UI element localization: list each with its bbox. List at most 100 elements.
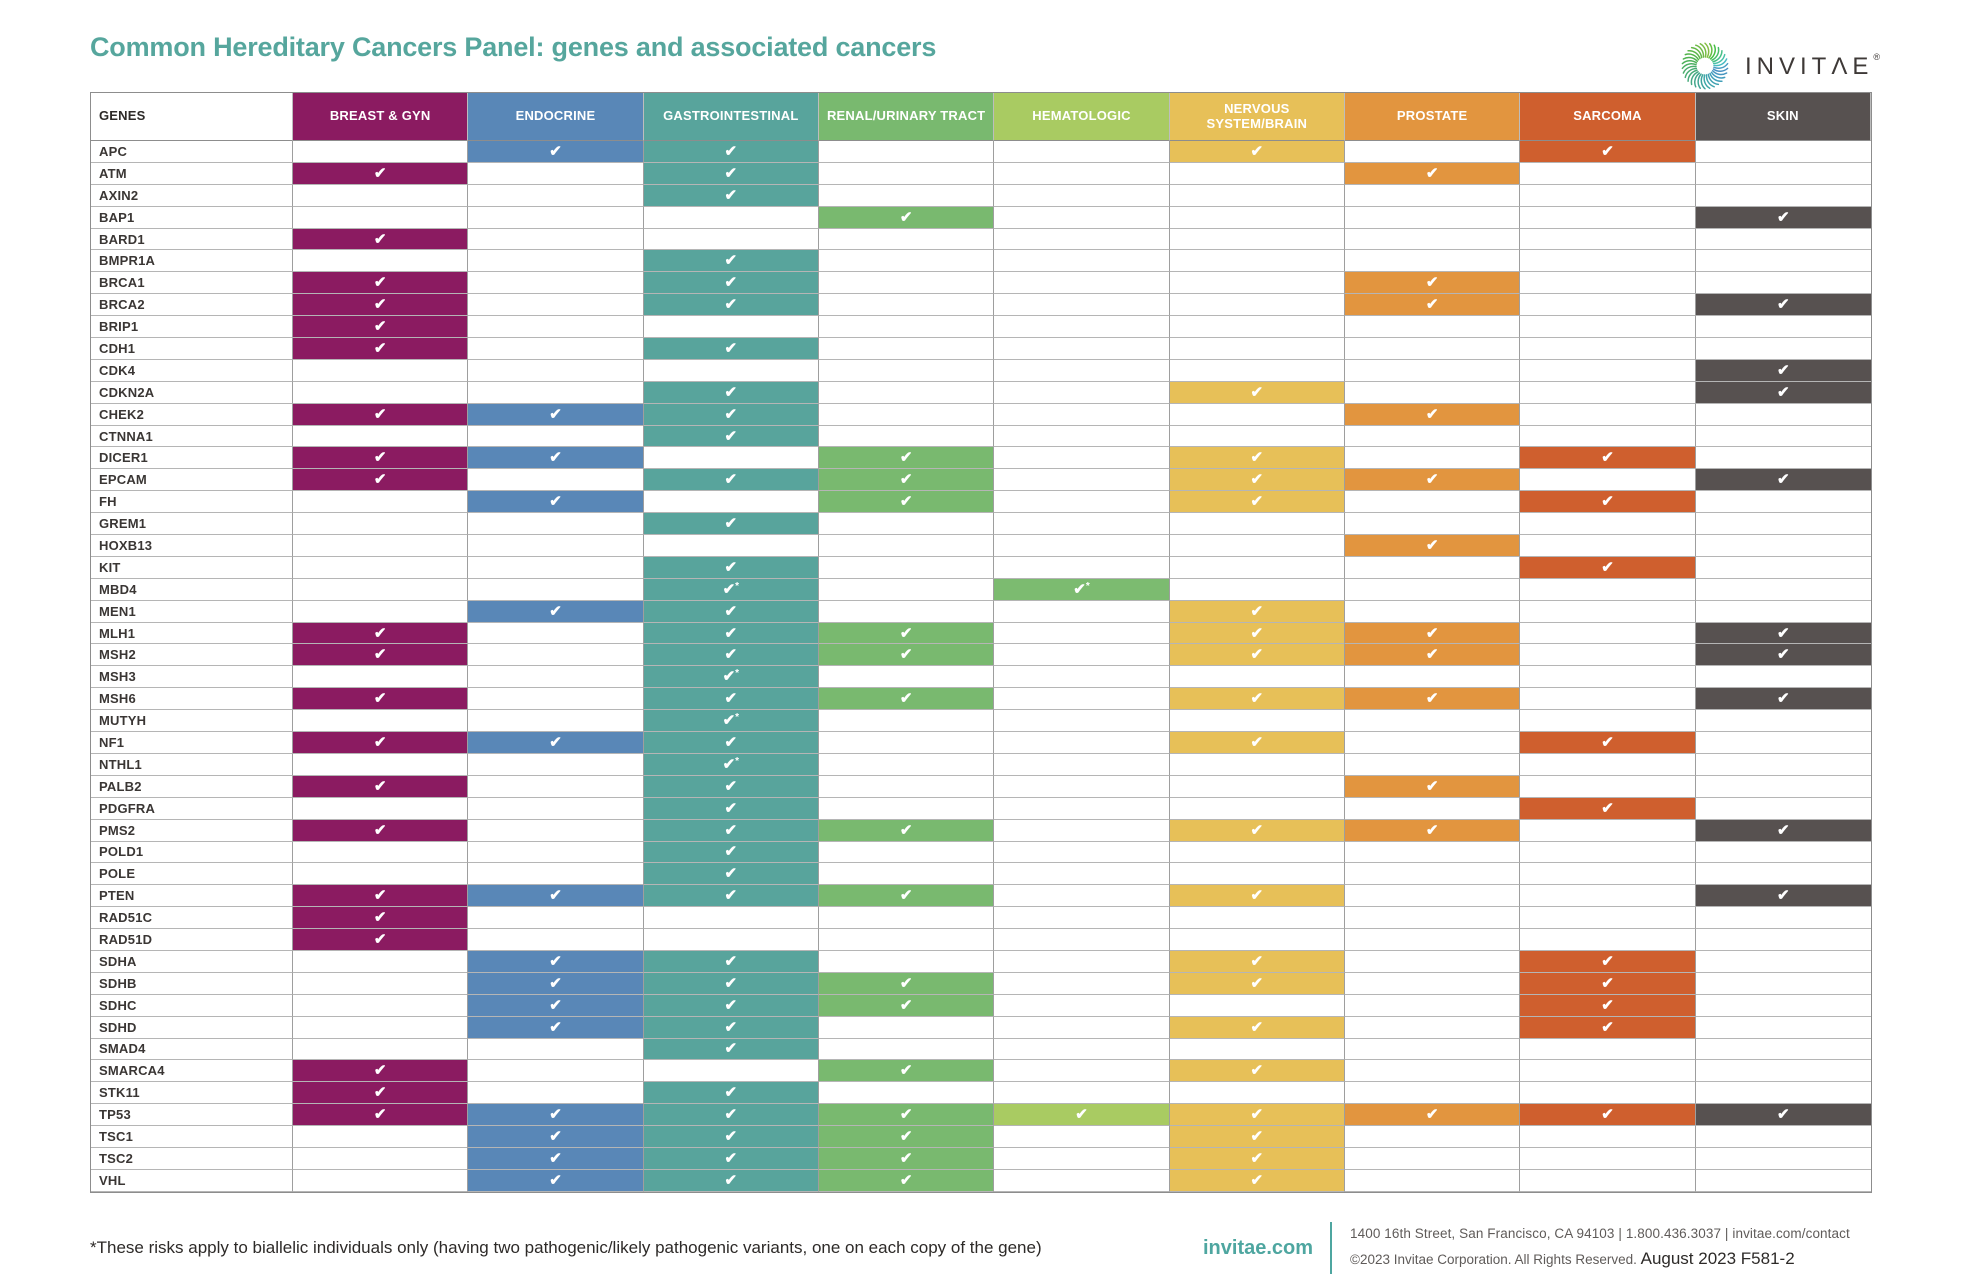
column-header-genes: GENES (91, 93, 293, 141)
empty-cell-nervous-brain (1169, 338, 1345, 360)
check-icon: ✔ (1777, 383, 1790, 401)
gene-cell: FH (91, 491, 293, 514)
empty-cell-endocrine (468, 753, 644, 776)
check-icon: ✔ (724, 339, 738, 357)
empty-cell-sarcoma (1520, 622, 1696, 645)
empty-cell-renal-urinary (818, 1016, 995, 1039)
empty-cell-sarcoma (1520, 294, 1696, 317)
empty-cell-hematologic (994, 841, 1170, 864)
check-icon: ✔ (1425, 777, 1439, 795)
empty-cell-renal-urinary (818, 1038, 995, 1061)
check-cell-gastrointestinal: ✔ (643, 950, 819, 973)
empty-cell-renal-urinary (818, 141, 995, 163)
empty-cell-hematologic (994, 162, 1170, 185)
empty-cell-sarcoma (1520, 775, 1696, 798)
empty-cell-prostate (1344, 250, 1521, 273)
check-icon: ✔ (1601, 142, 1614, 160)
empty-cell-nervous-brain (1169, 753, 1345, 776)
empty-cell-skin (1695, 1148, 1871, 1170)
empty-cell-renal-urinary (818, 841, 995, 864)
empty-cell-breast-gyn (293, 535, 469, 557)
check-cell-nervous-brain: ✔ (1169, 644, 1345, 667)
check-icon: ✔ (1250, 383, 1264, 401)
empty-cell-sarcoma (1520, 403, 1696, 426)
check-cell-gastrointestinal: ✔ (643, 797, 819, 820)
empty-cell-hematologic (994, 929, 1170, 951)
check-icon: ✔ (1777, 624, 1790, 642)
check-icon: ✔ (724, 296, 738, 314)
empty-cell-skin (1695, 316, 1871, 339)
empty-cell-nervous-brain (1169, 513, 1345, 536)
check-icon: ✔ (549, 952, 562, 970)
empty-cell-endocrine (468, 250, 644, 273)
empty-cell-hematologic (994, 885, 1170, 908)
empty-cell-sarcoma (1520, 425, 1696, 448)
empty-cell-nervous-brain (1169, 228, 1345, 251)
gene-cell: MSH2 (91, 644, 293, 667)
check-cell-gastrointestinal: ✔ (643, 841, 819, 864)
check-icon: ✔ (724, 405, 738, 423)
empty-cell-endocrine (468, 797, 644, 820)
check-cell-sarcoma: ✔ (1520, 491, 1696, 514)
empty-cell-nervous-brain (1169, 425, 1345, 448)
check-icon: ✔ (549, 1128, 562, 1146)
genes-cancers-table: GENES BREAST & GYN ENDOCRINE GASTROINTESTIN… (90, 92, 1872, 1193)
check-cell-renal-urinary: ✔ (818, 622, 995, 645)
empty-cell-nervous-brain (1169, 556, 1345, 579)
check-cell-skin: ✔ (1695, 294, 1871, 317)
check-icon: ✔ (1777, 690, 1790, 708)
check-icon: ✔ (1777, 471, 1790, 489)
check-icon: ✔ (373, 296, 387, 314)
empty-cell-hematologic (994, 491, 1170, 514)
check-icon: ✔ (1425, 646, 1439, 664)
empty-cell-renal-urinary (818, 600, 995, 623)
check-icon: ✔ (724, 777, 738, 795)
empty-cell-breast-gyn (293, 1169, 469, 1192)
check-cell-prostate: ✔ (1344, 819, 1521, 842)
empty-cell-skin (1695, 1082, 1871, 1105)
empty-cell-hematologic (994, 863, 1170, 886)
empty-cell-hematologic (994, 1169, 1170, 1192)
check-cell-nervous-brain: ✔ (1169, 688, 1345, 711)
empty-cell-skin (1695, 754, 1871, 776)
check-icon: ✔ (373, 318, 387, 336)
check-cell-gastrointestinal: ✔* (643, 666, 819, 689)
empty-cell-prostate (1344, 1060, 1521, 1083)
empty-cell-breast-gyn (293, 797, 469, 820)
check-cell-renal-urinary: ✔ (818, 688, 995, 711)
check-icon: ✔ (1601, 974, 1614, 992)
registered-mark: ® (1873, 51, 1880, 62)
gene-cell: CDKN2A (91, 381, 293, 404)
empty-cell-skin (1695, 535, 1871, 557)
empty-cell-hematologic (994, 513, 1170, 536)
brand-name: INVITΛE® (1744, 51, 1880, 80)
check-cell-breast-gyn: ✔ (293, 316, 469, 339)
empty-cell-renal-urinary (818, 753, 995, 776)
check-cell-nervous-brain: ✔ (1169, 885, 1345, 908)
check-cell-renal-urinary: ✔ (818, 1060, 995, 1083)
gene-cell: MBD4 (91, 578, 293, 601)
empty-cell-endocrine (468, 841, 644, 864)
asterisk-mark: * (735, 668, 740, 680)
check-icon: ✔ (724, 1149, 738, 1167)
check-icon: ✔ (1250, 624, 1264, 642)
check-icon: ✔ (373, 821, 387, 839)
check-cell-nervous-brain: ✔ (1169, 491, 1345, 514)
gene-cell: NF1 (91, 732, 293, 754)
check-cell-endocrine: ✔ (468, 950, 644, 973)
check-icon: ✔ (724, 799, 738, 817)
empty-cell-prostate (1344, 885, 1521, 908)
empty-cell-hematologic (994, 797, 1170, 820)
check-icon: ✔ (373, 449, 387, 467)
empty-cell-nervous-brain (1169, 666, 1345, 689)
empty-cell-prostate (1344, 578, 1521, 601)
column-header-hematologic: HEMATOLOGIC (994, 93, 1170, 141)
check-cell-sarcoma: ✔ (1520, 972, 1696, 995)
empty-cell-breast-gyn (293, 1016, 469, 1039)
check-icon: ✔ (899, 821, 913, 839)
empty-cell-renal-urinary (818, 162, 995, 185)
empty-cell-breast-gyn (293, 206, 469, 229)
check-cell-endocrine: ✔ (468, 141, 644, 163)
check-icon: ✔ (724, 821, 738, 839)
check-icon: ✔ (724, 142, 738, 160)
